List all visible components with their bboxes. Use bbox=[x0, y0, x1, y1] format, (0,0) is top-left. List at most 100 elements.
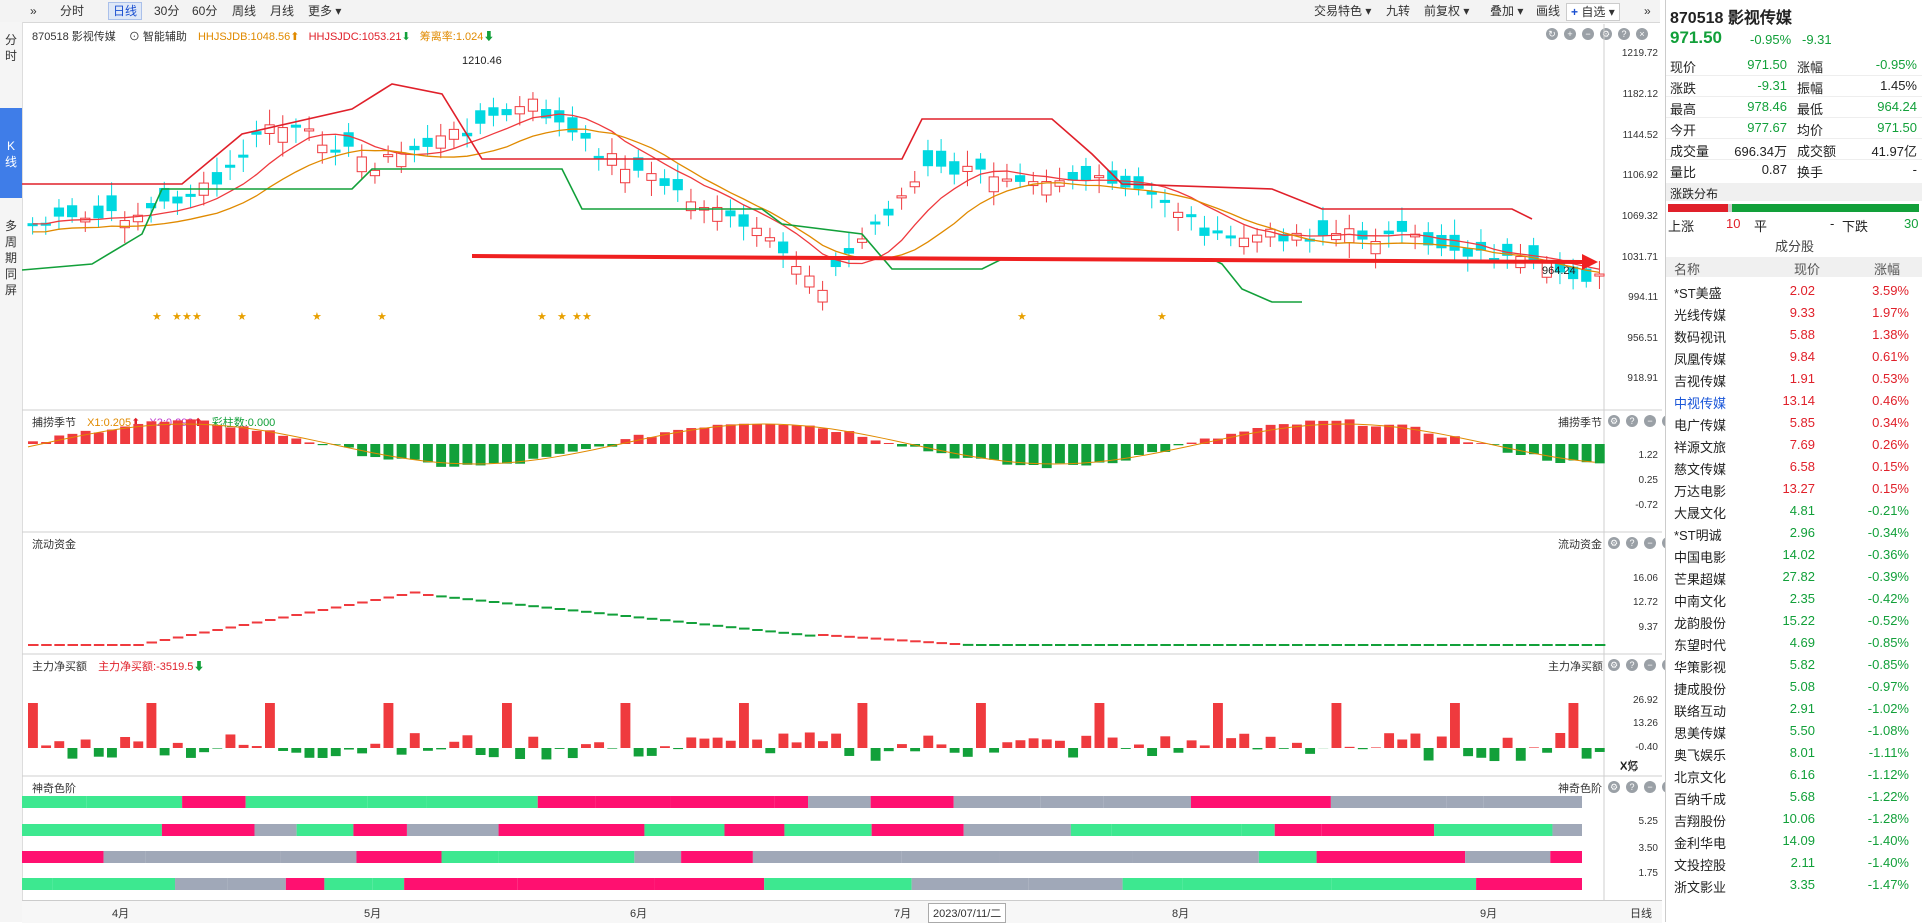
flow-fund-dash bbox=[199, 632, 210, 634]
nine-turn-button[interactable]: 九转 bbox=[1382, 3, 1414, 19]
component-price: 5.50 bbox=[1790, 723, 1815, 738]
col-name[interactable]: 名称 bbox=[1674, 259, 1700, 278]
net-buy-bar bbox=[436, 748, 446, 749]
net-buy-bar bbox=[1226, 738, 1236, 748]
net-buy-bar bbox=[1239, 734, 1249, 748]
component-name: 捷成股份 bbox=[1674, 679, 1726, 698]
trade-feature-button[interactable]: 交易特色 ▾ bbox=[1310, 3, 1375, 19]
flow-fund-dash bbox=[818, 634, 829, 636]
flow-fund-dash bbox=[410, 592, 421, 594]
tab-more[interactable]: 更多 ▾ bbox=[304, 3, 345, 19]
col-price[interactable]: 现价 bbox=[1794, 259, 1820, 278]
color-scale-segment bbox=[964, 824, 1071, 836]
component-price: 3.35 bbox=[1790, 877, 1815, 892]
quote-chg: -9.31 bbox=[1802, 32, 1832, 47]
candle-body bbox=[94, 206, 103, 218]
color-scale-segment bbox=[1321, 824, 1434, 836]
component-name: 华策影视 bbox=[1674, 657, 1726, 676]
color-scale-segment bbox=[634, 851, 681, 863]
draw-line-button[interactable]: 画线 bbox=[1532, 3, 1564, 19]
season-bar bbox=[1424, 434, 1434, 444]
star-icon: ★ bbox=[1017, 311, 1027, 323]
component-pct: 0.26% bbox=[1872, 437, 1909, 452]
add-watchlist-button[interactable]: + 自选 ▾ bbox=[1566, 3, 1620, 21]
candle-body bbox=[1345, 229, 1354, 243]
color-scale-segment bbox=[22, 878, 53, 890]
net-buy-bar bbox=[779, 734, 789, 748]
adjust-button[interactable]: 前复权 ▾ bbox=[1420, 3, 1473, 19]
component-price: 2.35 bbox=[1790, 591, 1815, 606]
season-bar bbox=[1042, 444, 1052, 468]
tab-monthly[interactable]: 月线 bbox=[266, 3, 298, 19]
candle-body bbox=[752, 228, 761, 235]
period-toolbar: » 分时 日线 30分 60分 周线 月线 更多 ▾ 交易特色 ▾ 九转 前复权… bbox=[0, 0, 1660, 23]
candle-body bbox=[805, 276, 814, 287]
nav-fenshi[interactable]: 分时 bbox=[0, 32, 22, 76]
col-pct[interactable]: 涨幅 bbox=[1874, 259, 1900, 278]
flow-fund-dash bbox=[989, 644, 1000, 646]
expand-icon[interactable]: » bbox=[1640, 3, 1655, 19]
candle-body bbox=[1239, 238, 1248, 246]
net-buy-bar bbox=[1437, 737, 1447, 748]
flow-fund-dash bbox=[68, 644, 79, 646]
ma-mid-line bbox=[33, 129, 1600, 272]
flow-fund-dash bbox=[673, 621, 684, 623]
season-bar bbox=[528, 444, 538, 459]
tab-daily[interactable]: 日线 bbox=[108, 2, 142, 20]
season-bar bbox=[423, 444, 433, 462]
nav-kline[interactable]: K线 bbox=[0, 108, 22, 198]
kline-axis-label: 1106.92 bbox=[1608, 170, 1658, 181]
quote-label: 涨幅 bbox=[1797, 57, 1823, 76]
overlay-button[interactable]: 叠加 ▾ bbox=[1486, 3, 1527, 19]
net-buy-bar bbox=[1200, 745, 1210, 748]
flow-fund-dash bbox=[858, 637, 869, 639]
season-bar bbox=[436, 444, 446, 467]
flow-fund-dash bbox=[107, 644, 118, 646]
panel3-axis-label: 16.06 bbox=[1608, 573, 1658, 584]
candle-body bbox=[726, 211, 735, 216]
season-bar bbox=[1055, 444, 1065, 463]
flow-fund-dash bbox=[81, 644, 92, 646]
tab-fenshi[interactable]: 分时 bbox=[56, 3, 88, 19]
quote-pct: -0.95% bbox=[1750, 32, 1791, 47]
nav-multi-period[interactable]: 多周期同屏 bbox=[0, 218, 22, 298]
color-scale-segment bbox=[1123, 878, 1183, 890]
collapse-icon[interactable]: » bbox=[26, 3, 41, 19]
flow-fund-dash bbox=[1332, 644, 1343, 646]
tab-weekly[interactable]: 周线 bbox=[228, 3, 260, 19]
overlay-label: 叠加 bbox=[1490, 4, 1514, 18]
flow-fund-dash bbox=[1437, 644, 1448, 646]
flow-fund-dash bbox=[1174, 644, 1185, 646]
tab-30min[interactable]: 30分 bbox=[150, 3, 183, 19]
tab-60min[interactable]: 60分 bbox=[188, 3, 221, 19]
